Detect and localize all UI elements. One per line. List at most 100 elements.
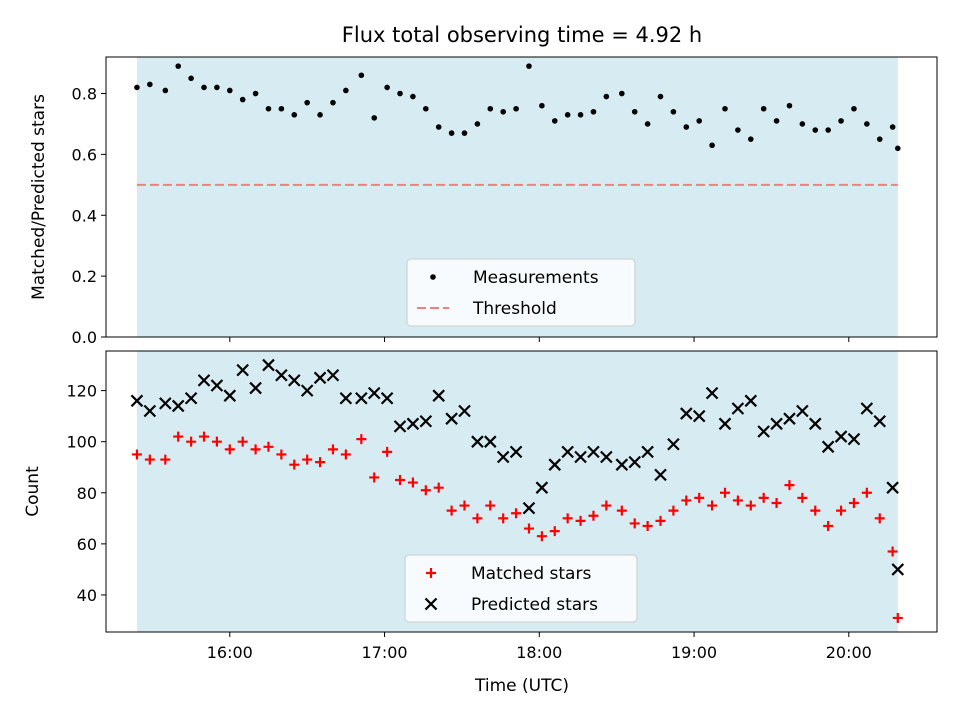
y-tick-label: 80 bbox=[77, 484, 97, 503]
matched-star-point bbox=[771, 497, 782, 508]
measurement-point bbox=[513, 105, 519, 112]
axes-frame bbox=[105, 56, 938, 338]
measurement-point bbox=[343, 87, 349, 94]
predicted-star-point bbox=[834, 430, 848, 443]
matched-star-point bbox=[536, 531, 547, 542]
matched-star-point bbox=[173, 431, 184, 442]
x-tick-label: 18:00 bbox=[516, 643, 562, 662]
predicted-star-point bbox=[380, 391, 394, 405]
measurement-point bbox=[358, 72, 365, 79]
matched-star-point bbox=[382, 446, 393, 457]
legend-label: Measurements bbox=[473, 268, 599, 288]
matched-star-point bbox=[186, 436, 197, 447]
measurement-point bbox=[838, 118, 844, 124]
y-tick-label: 60 bbox=[77, 535, 97, 554]
measurement-point bbox=[631, 108, 638, 115]
measurement-point bbox=[709, 142, 715, 149]
matched-star-point bbox=[797, 492, 808, 503]
y-tick-label: 100 bbox=[66, 433, 97, 452]
measurement-point bbox=[291, 112, 298, 118]
predicted-star-point bbox=[796, 404, 809, 418]
predicted-star-point bbox=[886, 481, 899, 494]
measurement-point bbox=[175, 63, 182, 69]
matched-star-point bbox=[446, 505, 457, 516]
measurement-point bbox=[410, 93, 416, 100]
predicted-star-point bbox=[535, 481, 549, 494]
predicted-star-point bbox=[287, 374, 301, 387]
measurement-point bbox=[214, 84, 220, 91]
matched-star-point bbox=[523, 523, 534, 534]
matched-star-point bbox=[237, 436, 248, 447]
measurement-point bbox=[201, 84, 207, 91]
matched-star-point bbox=[836, 505, 847, 516]
matched-star-point bbox=[616, 505, 627, 516]
measurement-point bbox=[812, 127, 819, 133]
measurement-point bbox=[825, 127, 831, 133]
matched-star-point bbox=[485, 500, 496, 511]
predicted-star-point bbox=[654, 468, 667, 482]
axes-frame bbox=[105, 350, 938, 633]
predicted-star-point bbox=[171, 399, 185, 413]
matched-star-point bbox=[745, 500, 756, 511]
matched-star-point bbox=[263, 441, 274, 452]
predicted-star-point bbox=[223, 389, 237, 402]
predicted-star-point bbox=[445, 412, 458, 425]
matched-star-point bbox=[732, 495, 743, 506]
predicted-star-point bbox=[367, 386, 381, 400]
matched-star-point bbox=[420, 485, 431, 496]
predicted-star-point bbox=[262, 358, 275, 372]
measurement-point bbox=[252, 90, 259, 97]
matched-star-point bbox=[848, 497, 859, 508]
legend-label: Matched stars bbox=[471, 564, 591, 584]
matched-star-point bbox=[562, 513, 573, 524]
measurement-point bbox=[894, 145, 901, 152]
measurement-point bbox=[619, 90, 625, 97]
matched-star-point bbox=[276, 449, 287, 460]
legend-box bbox=[406, 258, 636, 327]
predicted-star-point bbox=[561, 445, 574, 459]
measurement-point bbox=[384, 84, 390, 91]
measurement-point bbox=[487, 105, 494, 112]
predicted-star-point bbox=[587, 445, 600, 459]
matched-star-point bbox=[369, 472, 380, 483]
measurement-point bbox=[670, 108, 677, 115]
predicted-star-point bbox=[143, 404, 157, 418]
count-panel: 40 60 80 100 120 16:00 17:00 18:00 19:00 20:00 Cou… bbox=[23, 350, 938, 662]
matched-star-point bbox=[289, 459, 300, 470]
matched-star-point bbox=[199, 431, 210, 442]
matched-star-point bbox=[356, 434, 367, 445]
matched-star-point bbox=[250, 444, 261, 455]
predicted-star-point bbox=[641, 445, 654, 459]
matched-star-point bbox=[459, 500, 470, 511]
measurement-point bbox=[304, 99, 310, 106]
predicted-star-point bbox=[406, 417, 420, 431]
matched-star-point bbox=[472, 513, 483, 524]
matched-star-point bbox=[887, 546, 898, 557]
matched-star-point bbox=[144, 454, 155, 465]
matched-star-point bbox=[601, 500, 612, 511]
predicted-star-point bbox=[496, 450, 510, 464]
predicted-star-point bbox=[355, 391, 368, 405]
matched-star-point bbox=[224, 444, 235, 455]
predicted-star-point bbox=[770, 417, 783, 431]
predicted-star-point bbox=[821, 440, 835, 454]
measurement-point bbox=[278, 105, 285, 112]
y-tick-label: 0.8 bbox=[72, 85, 97, 104]
predicted-star-point bbox=[393, 420, 407, 433]
measurement-point bbox=[564, 112, 571, 118]
measurement-point bbox=[876, 136, 883, 142]
matched-star-point bbox=[655, 515, 666, 526]
x-tick-label: 20:00 bbox=[826, 643, 872, 662]
measurement-point bbox=[747, 136, 754, 142]
measurement-point bbox=[500, 108, 506, 115]
matched-star-point bbox=[758, 492, 769, 503]
measurement-point bbox=[461, 130, 468, 136]
matched-star-point bbox=[823, 520, 834, 531]
predicted-star-point bbox=[731, 402, 745, 415]
measurement-point bbox=[799, 121, 806, 127]
measurement-point bbox=[786, 102, 793, 109]
measurement-point bbox=[397, 90, 403, 97]
predicted-star-point bbox=[744, 394, 758, 408]
predicted-star-point bbox=[628, 455, 642, 469]
